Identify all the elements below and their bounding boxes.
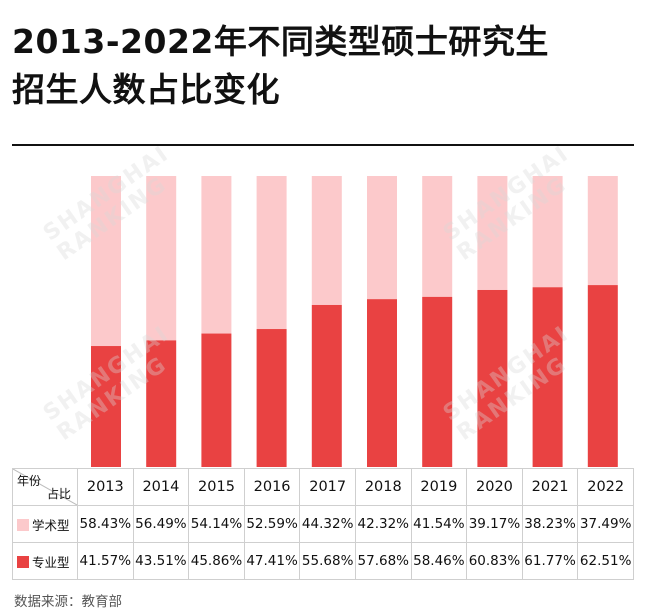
bar-academic-2016	[256, 176, 287, 330]
year-label-2016: 2016	[243, 468, 301, 506]
title-line-2: 招生人数占比变化	[12, 70, 280, 109]
data-label-academic-2021: 38.23%	[521, 505, 579, 543]
chart-title: 2013-2022年不同类型硕士研究生 招生人数占比变化	[12, 18, 632, 114]
bar-professional-2021	[532, 287, 563, 467]
legend-label-academic: 学术型	[32, 517, 70, 533]
data-label-academic-2019: 41.54%	[410, 505, 468, 543]
year-label-2022: 2022	[577, 468, 634, 506]
corner-diagonal	[13, 469, 77, 505]
bar-professional-2019	[422, 296, 453, 467]
bar-professional-2014	[146, 340, 177, 467]
legend-professional: 专业型	[12, 542, 78, 580]
table-row-professional: 专业型 41.57% 43.51% 45.86% 47.41% 55.68% 57.68%…	[12, 542, 634, 580]
data-label-professional-2016: 47.41%	[243, 542, 301, 580]
year-label-2019: 2019	[410, 468, 468, 506]
data-table: 年份 占比 2013 2014 2015 2016 2017 2018 2019 2020 20…	[12, 468, 634, 580]
legend-swatch-professional	[17, 555, 29, 568]
data-label-academic-2022: 37.49%	[577, 505, 634, 543]
bar-professional-2018	[367, 299, 397, 467]
data-label-academic-2016: 52.59%	[243, 505, 301, 543]
data-label-academic-2013: 58.43%	[77, 505, 134, 543]
bar-academic-2014	[146, 176, 177, 341]
bar-academic-2017	[311, 176, 342, 305]
data-label-academic-2018: 42.32%	[354, 505, 412, 543]
data-label-professional-2014: 43.51%	[132, 542, 190, 580]
bar-academic-2013	[91, 176, 121, 347]
year-label-2021: 2021	[521, 468, 579, 506]
legend-academic: 学术型	[12, 505, 78, 543]
bar-academic-2021	[532, 176, 563, 288]
corner-label-share: 占比	[46, 487, 71, 501]
bar-professional-2022	[587, 285, 618, 467]
legend-swatch-academic	[17, 518, 29, 531]
bar-academic-2019	[422, 176, 453, 297]
table-row-years: 年份 占比 2013 2014 2015 2016 2017 2018 2019 2020 20…	[12, 468, 634, 506]
bar-professional-2013	[91, 346, 121, 467]
year-label-2018: 2018	[354, 468, 412, 506]
data-label-academic-2017: 44.32%	[299, 505, 356, 543]
bar-academic-2022	[587, 176, 618, 286]
table-row-academic: 学术型 58.43% 56.49% 54.14% 52.59% 44.32% 42.32%…	[12, 505, 634, 543]
data-label-academic-2015: 54.14%	[188, 505, 245, 543]
year-label-2015: 2015	[188, 468, 245, 506]
data-label-academic-2020: 39.17%	[466, 505, 523, 543]
data-label-professional-2020: 60.83%	[466, 542, 523, 580]
data-label-academic-2014: 56.49%	[132, 505, 190, 543]
data-label-professional-2015: 45.86%	[188, 542, 245, 580]
stacked-bar-chart	[91, 176, 618, 467]
year-label-2020: 2020	[466, 468, 523, 506]
data-label-professional-2021: 61.77%	[521, 542, 579, 580]
data-label-professional-2018: 57.68%	[354, 542, 412, 580]
source-note: 数据来源：教育部	[14, 594, 122, 610]
bar-academic-2015	[201, 176, 232, 334]
corner-label-year: 年份	[17, 474, 42, 488]
bar-professional-2020	[477, 289, 508, 467]
year-label-2014: 2014	[132, 468, 190, 506]
year-label-2013: 2013	[77, 468, 134, 506]
bar-professional-2017	[311, 304, 342, 467]
bar-academic-2020	[477, 176, 508, 290]
bar-professional-2015	[201, 333, 232, 467]
table-corner-cell: 年份 占比	[12, 468, 78, 506]
year-label-2017: 2017	[299, 468, 356, 506]
bar-professional-2016	[256, 329, 287, 467]
data-label-professional-2017: 55.68%	[299, 542, 356, 580]
data-label-professional-2022: 62.51%	[577, 542, 634, 580]
data-label-professional-2019: 58.46%	[410, 542, 468, 580]
bar-academic-2018	[367, 176, 397, 300]
title-line-1: 2013-2022年不同类型硕士研究生	[12, 22, 549, 61]
title-divider	[12, 144, 634, 146]
data-label-professional-2013: 41.57%	[77, 542, 134, 580]
legend-label-professional: 专业型	[32, 554, 70, 570]
